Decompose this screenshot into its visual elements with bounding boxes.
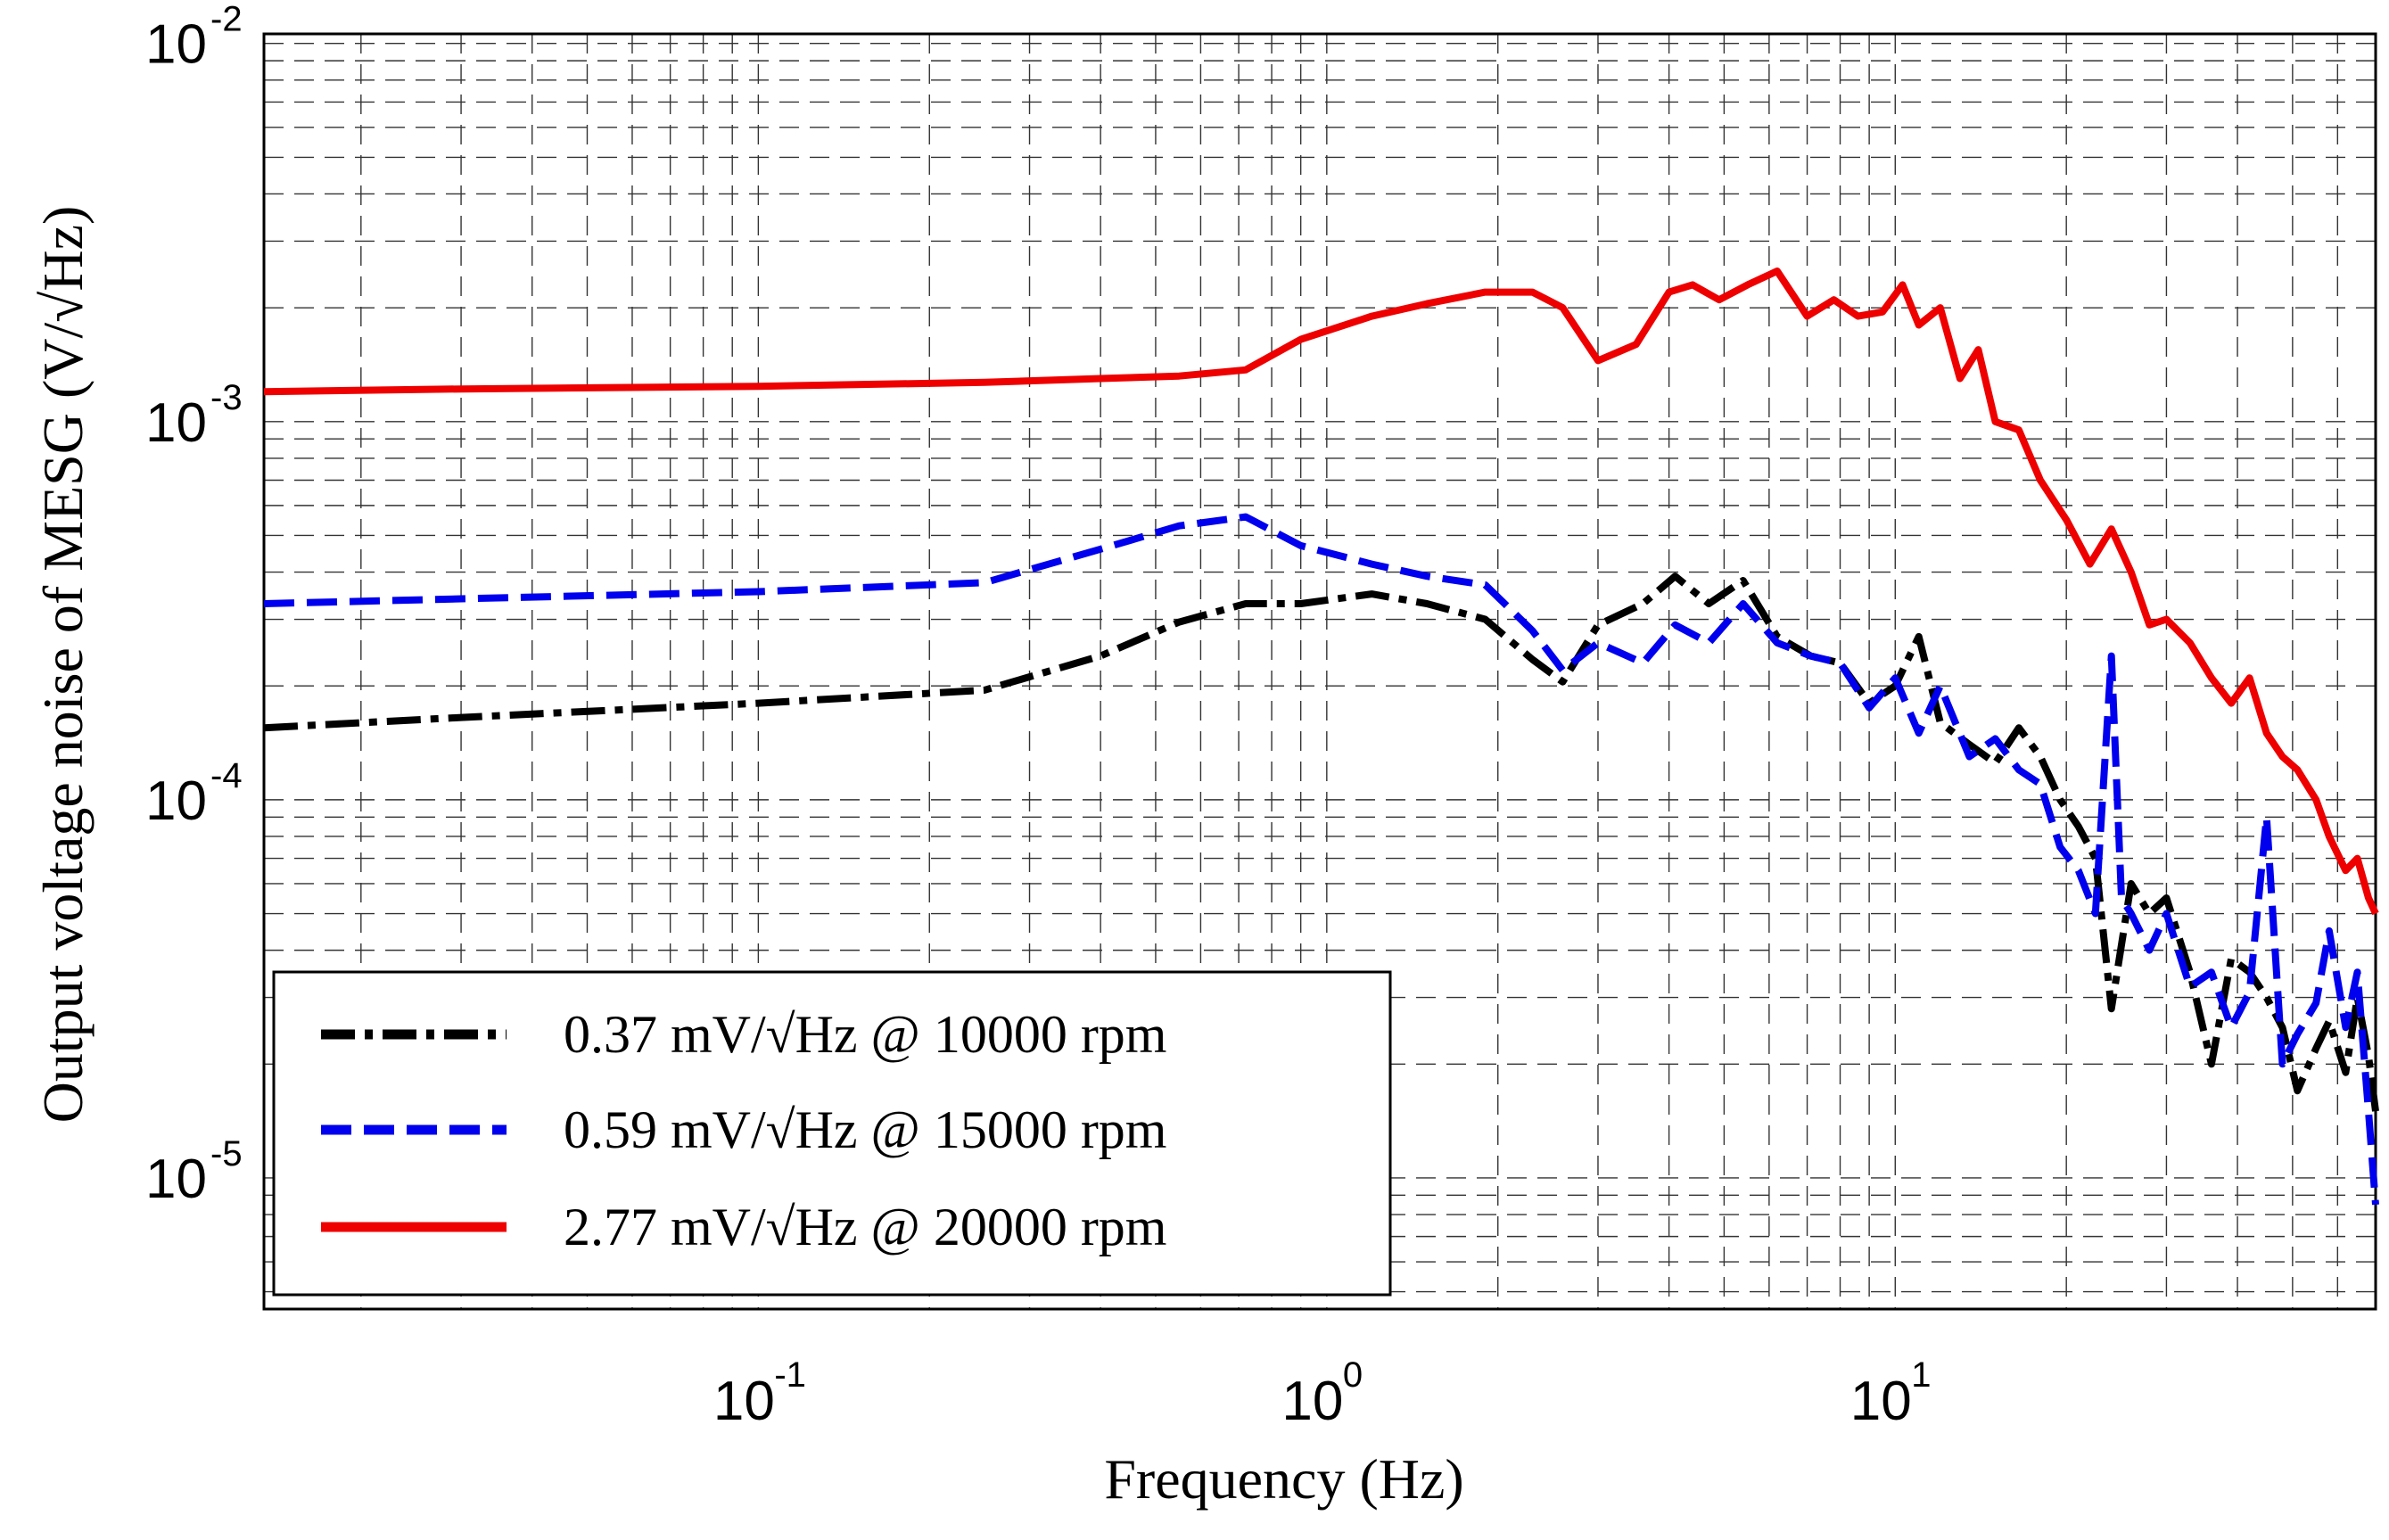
svg-text:10: 10 — [145, 770, 207, 832]
x-axis-label: Frequency (Hz) — [1104, 1447, 1463, 1511]
y-tick-label: 10 -5 — [145, 1134, 243, 1210]
legend: 0.37 mV/√Hz @ 10000 rpm 0.59 mV/√Hz @ 15… — [272, 970, 1392, 1297]
y-axis-label: Output voltage noise of MESG (V/√Hz) — [31, 206, 95, 1124]
x-tick-label: 10 0 — [1281, 1355, 1363, 1432]
series-line-15000-rpm — [263, 513, 2379, 1206]
svg-text:0: 0 — [1343, 1355, 1363, 1395]
x-tick-label: 10 -1 — [713, 1355, 806, 1432]
axis-ticks: 10 -1 10 0 10 110 -510 -410 -310 -2 — [145, 0, 1932, 1432]
svg-text:10: 10 — [145, 392, 207, 454]
legend-label-10000rpm: 0.37 mV/√Hz @ 10000 rpm — [564, 1005, 1166, 1064]
svg-text:-5: -5 — [210, 1134, 243, 1174]
svg-text:10: 10 — [145, 1149, 207, 1210]
x-tick-label: 10 1 — [1850, 1355, 1932, 1432]
svg-text:10: 10 — [1850, 1371, 1912, 1432]
series-lines — [263, 268, 2379, 1206]
svg-text:-3: -3 — [210, 378, 243, 417]
svg-text:10: 10 — [1281, 1371, 1343, 1432]
y-tick-label: 10 -3 — [145, 378, 243, 454]
y-tick-label: 10 -2 — [145, 0, 243, 76]
y-tick-label: 10 -4 — [145, 756, 243, 832]
series-line-10000-rpm — [263, 572, 2379, 1112]
series-line-20000-rpm — [263, 268, 2379, 916]
plot-frame — [262, 32, 2377, 1311]
svg-text:-2: -2 — [210, 0, 243, 39]
svg-text:-4: -4 — [210, 756, 243, 795]
legend-label-15000rpm: 0.59 mV/√Hz @ 15000 rpm — [564, 1100, 1166, 1159]
legend-label-20000rpm: 2.77 mV/√Hz @ 20000 rpm — [564, 1198, 1166, 1256]
svg-text:10: 10 — [145, 14, 207, 76]
svg-text:10: 10 — [713, 1371, 775, 1432]
svg-text:-1: -1 — [774, 1355, 806, 1395]
grid-lines — [264, 34, 2376, 1309]
svg-text:1: 1 — [1911, 1355, 1931, 1395]
